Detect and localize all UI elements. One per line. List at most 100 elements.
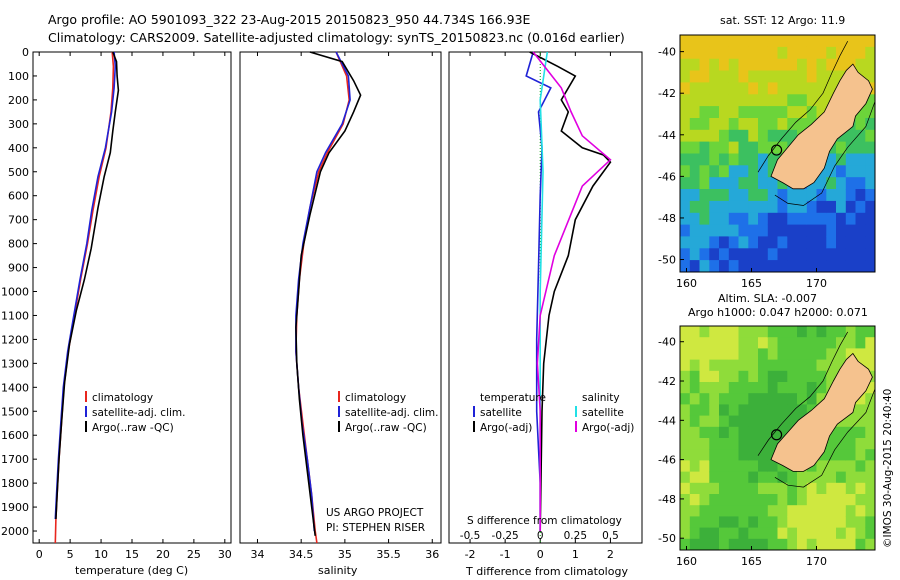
heatmap-cell xyxy=(728,141,740,154)
heatmap-cell xyxy=(855,236,866,249)
heatmap-cell xyxy=(728,494,740,506)
heatmap-cell xyxy=(777,460,788,473)
heatmap-cell xyxy=(767,494,779,506)
legend-label-temp-satellite: satellite xyxy=(480,407,522,419)
heatmap-cell xyxy=(680,337,691,349)
heatmap-cell xyxy=(709,260,720,272)
heatmap-cell xyxy=(689,538,701,550)
heatmap-cell xyxy=(719,189,730,202)
heatmap-cell xyxy=(787,538,798,550)
x-tick-label: 15 xyxy=(125,548,139,561)
heatmap-cell xyxy=(728,393,740,405)
heatmap-cell xyxy=(767,236,779,249)
lat-tick-label: -50 xyxy=(658,532,676,545)
s-difference-label: S difference from climatology xyxy=(467,515,622,527)
heatmap-cell xyxy=(806,382,818,394)
x-tick-label: 36 xyxy=(425,548,439,561)
heatmap-cell xyxy=(728,118,740,131)
heatmap-cell xyxy=(767,248,779,261)
heatmap-cell xyxy=(728,370,740,383)
heatmap-cell xyxy=(855,426,866,439)
heatmap-cell xyxy=(816,516,827,529)
heatmap-cell xyxy=(728,326,740,338)
lon-tick-label: 165 xyxy=(741,555,762,568)
heatmap-cell xyxy=(845,200,857,214)
x-tick-label: 2 xyxy=(607,548,614,561)
heatmap-cell xyxy=(836,260,847,272)
heatmap-cell xyxy=(806,224,818,237)
heatmap-cell xyxy=(728,70,740,83)
heatmap-cell xyxy=(777,82,788,95)
heatmap-cell xyxy=(797,200,808,214)
heatmap-cell xyxy=(826,177,837,190)
heatmap-cell xyxy=(777,177,788,190)
heatmap-cell xyxy=(748,326,759,338)
heatmap-cell xyxy=(738,106,749,119)
heatmap-cell xyxy=(777,370,788,383)
heatmap-cell xyxy=(845,426,857,439)
heatmap-cell xyxy=(738,35,749,48)
y-tick-label: 300 xyxy=(8,118,29,131)
heatmap-cell xyxy=(826,212,837,226)
heatmap-cell xyxy=(728,538,740,550)
heatmap-cell xyxy=(758,326,769,338)
s-diff-tick-label: 0.5 xyxy=(602,530,619,542)
difference-panel: -2 -1 0 1 2 temperature salinity satellite A… xyxy=(448,51,643,578)
heatmap-cell xyxy=(826,527,837,540)
heatmap-cell xyxy=(797,527,808,540)
heatmap-cell xyxy=(797,82,808,95)
heatmap-cell xyxy=(836,449,847,461)
legend-label-sal-satellite: satellite xyxy=(582,407,624,419)
heatmap-cell xyxy=(845,212,857,226)
heatmap-cell xyxy=(728,35,740,48)
heatmap-cell xyxy=(680,460,691,473)
heatmap-cell xyxy=(826,248,837,261)
heatmap-cell xyxy=(865,449,875,461)
heatmap-cell xyxy=(709,165,720,178)
heatmap-cell xyxy=(797,516,808,529)
heatmap-cell xyxy=(680,189,691,202)
heatmap-cell xyxy=(728,382,740,394)
heatmap-cell xyxy=(738,426,749,439)
heatmap-cell xyxy=(865,527,875,540)
lat-tick-label: -40 xyxy=(658,46,676,59)
lon-tick-label: 160 xyxy=(676,555,697,568)
heatmap-cell xyxy=(699,359,710,372)
heatmap-cell xyxy=(806,189,818,202)
heatmap-cell xyxy=(689,449,701,461)
heatmap-cell xyxy=(748,106,759,119)
heatmap-cell xyxy=(797,348,808,361)
heatmap-cell xyxy=(836,212,847,226)
lat-tick-label: -46 xyxy=(658,454,676,467)
depth-axis: 0 100 200 300 400 500 600 700 800 900 1000 1100 1200… xyxy=(1,46,37,538)
heatmap-cell xyxy=(709,449,720,461)
heatmap-cell xyxy=(777,106,788,119)
heatmap-cell xyxy=(836,248,847,261)
y-tick-label: 600 xyxy=(8,190,29,203)
heatmap-cell xyxy=(699,460,710,473)
heatmap-cell xyxy=(719,70,730,83)
heatmap-cell xyxy=(855,460,866,473)
y-tick-label: 800 xyxy=(8,238,29,251)
heatmap-cell xyxy=(748,189,759,202)
heatmap-cell xyxy=(709,393,720,405)
heatmap-cell xyxy=(689,348,701,361)
heatmap-cell xyxy=(797,471,808,484)
heatmap-cell xyxy=(709,141,720,154)
heatmap-cell xyxy=(709,538,720,550)
heatmap-cell xyxy=(758,482,769,495)
heatmap-cell xyxy=(709,326,720,338)
heatmap-cell xyxy=(855,224,866,237)
heatmap-cell xyxy=(709,494,720,506)
heatmap-cell xyxy=(689,260,701,272)
heatmap-cell xyxy=(680,359,691,372)
heatmap-cell xyxy=(806,82,818,95)
heatmap-cell xyxy=(797,370,808,383)
heatmap-cell xyxy=(728,153,740,166)
heatmap-cell xyxy=(826,516,837,529)
heatmap-cell xyxy=(865,438,875,450)
heatmap-cell xyxy=(680,370,691,383)
heatmap-cell xyxy=(777,426,788,439)
heatmap-cell xyxy=(699,482,710,495)
heatmap-cell xyxy=(748,449,759,461)
